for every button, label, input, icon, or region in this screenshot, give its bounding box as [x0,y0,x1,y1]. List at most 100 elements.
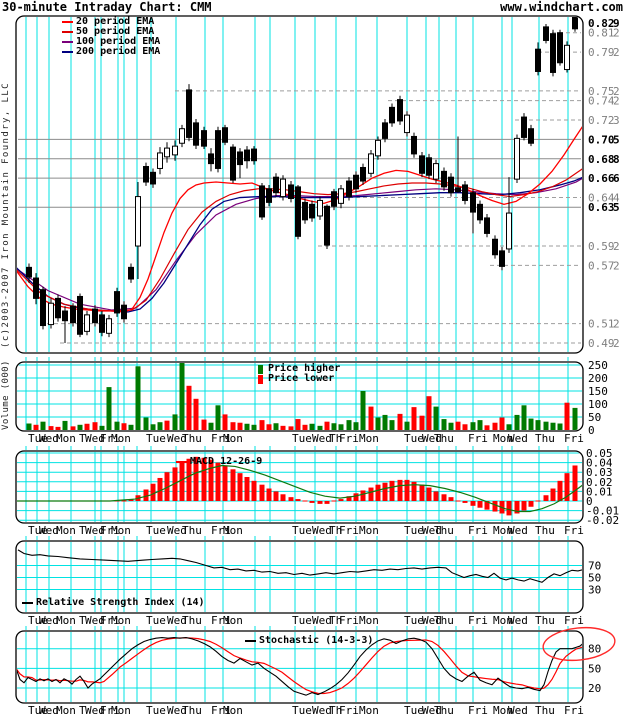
day-label: Mon [56,524,76,537]
panel-border-macd [15,450,584,524]
macd-bar [441,494,447,501]
day-label: Mon [493,524,513,537]
macd-histogram [26,456,578,516]
macd-axis-label: 0.05 [586,447,613,460]
day-label: Tue [146,432,166,445]
price-axis-col2: 4 [613,192,620,205]
macd-bar [215,462,221,501]
candle-body [33,277,39,299]
day-label: Fri [100,704,120,714]
stochastic-k-line [17,637,582,696]
day-label: Thu [182,614,202,627]
candle-body [368,153,374,174]
candle-body [484,217,490,234]
day-label: Mon [223,524,243,537]
candle-body [222,127,228,143]
candle-body [77,295,83,335]
candle-body [70,305,76,324]
macd-bar [535,500,541,502]
volume-bar [514,414,520,430]
candle-body [215,130,221,169]
macd-bar [557,480,563,501]
volume-legend: Price higher Price lower [258,364,340,384]
volume-bar [353,422,359,430]
candle-body [477,203,483,221]
macd-bar [528,501,534,507]
volume-bar [426,396,432,430]
day-label: Tue [28,524,48,537]
day-label: Tue [28,432,48,445]
stochastic-axis-label: 50 [588,662,601,675]
stochastic-axis-label: 80 [588,643,601,656]
volume-bar [92,422,98,430]
day-label: Fri [564,432,584,445]
macd-swatch [176,461,187,463]
macd-bar [353,493,359,501]
macd-axis-label: 0 [586,495,593,508]
macd-bar [309,501,315,503]
macd-bar [259,484,265,501]
price-axis-label: 0.57 [588,259,615,272]
day-label: Wed [167,524,187,537]
ema20-label: 20 period EMA [76,16,155,27]
candles [26,17,578,344]
candle-body [273,176,279,194]
day-label: Thu [182,524,202,537]
volume-axis-label: 250 [588,359,608,372]
macd-bar [128,499,134,501]
volume-bar [77,424,83,430]
day-label: T [79,524,86,537]
macd-axis-label: 0.02 [586,476,613,489]
day-label: Fri [211,524,231,537]
day-label: Fri [100,524,120,537]
day-label: Wed [508,432,528,445]
legend-item-price-higher: Price higher [258,364,340,374]
macd-axis-label: -0.02 [586,514,619,527]
volume-bar [309,423,315,430]
price-axis-label: 0.68 [588,153,615,166]
macd-bar [375,484,381,501]
candle-body [114,291,120,314]
day-label: Fri [339,704,359,714]
candle-body [331,191,337,207]
day-label: Wed [39,432,59,445]
price-axis-label: 0.59 [588,240,615,253]
volume-axis-label: 50 [588,411,601,424]
day-label: Wed [39,614,59,627]
volume-bar [222,414,228,430]
day-label: Thu [535,704,555,714]
stochastic-d-line [17,637,582,695]
volume-bar [411,407,417,430]
day-label: Thu [434,614,454,627]
candle-body [179,128,185,144]
price-axis-label: 0.70 [588,133,615,146]
price-axis-col2: 2 [613,95,620,108]
watermark-link[interactable]: www.windchart.com [500,0,623,14]
day-label: Mon [493,704,513,714]
volume-bar [128,424,134,430]
macd-bar [389,480,395,501]
candle-body [462,184,468,201]
price-axis-label: 0.66 [588,172,615,185]
day-label: Wed [422,614,442,627]
price-axis-col2: 5 [613,133,620,146]
day-label: Fri [564,614,584,627]
candle-body [404,114,410,134]
day-label: Wed [85,432,105,445]
macd-bar [280,494,286,501]
stochastic-legend: Stochastic (14-3-3) [245,636,373,646]
candle-body [550,33,556,73]
candle-body [280,178,286,198]
volume-bar [230,422,236,430]
day-label: Mon [359,614,379,627]
panel-border-rsi [15,540,584,614]
ema50-label: 50 period EMA [76,26,155,37]
panel-rsi [17,542,582,612]
macd-bar [448,497,454,501]
ema50-swatch [62,31,73,33]
candle-body [143,166,149,183]
day-label: Th [329,704,342,714]
ema50-line [17,167,582,312]
